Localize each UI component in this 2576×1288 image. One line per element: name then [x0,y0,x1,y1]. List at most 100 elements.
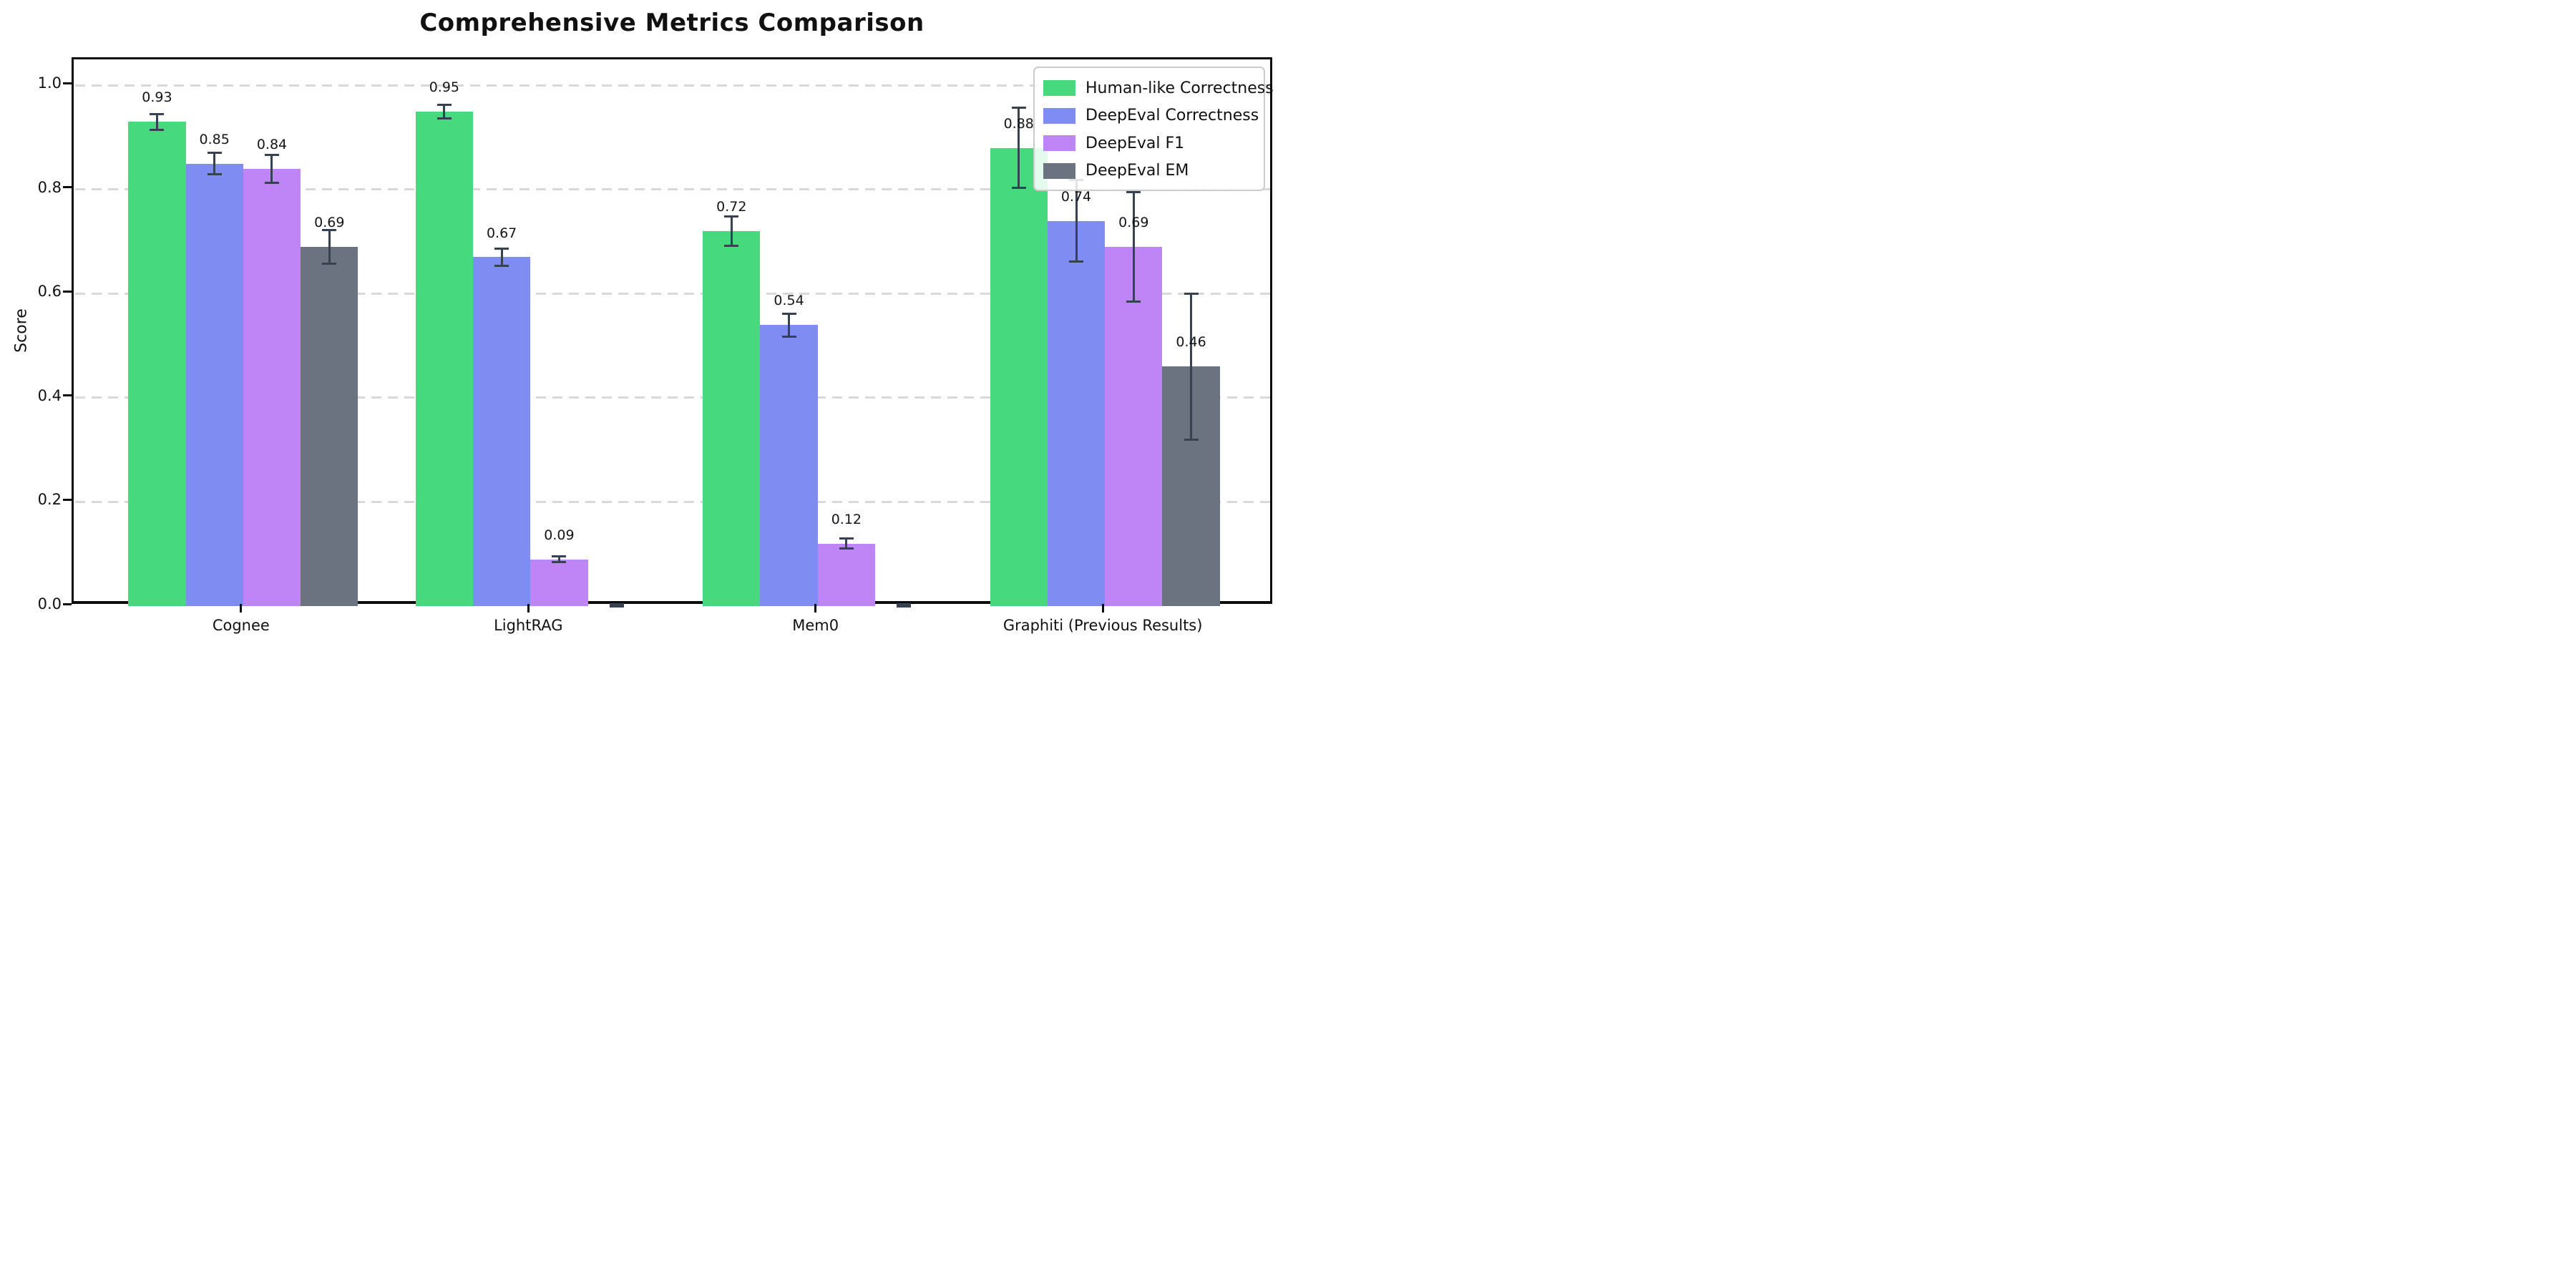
errorbar-cap-0-2-top [724,215,739,218]
errorbar-cap-0-3-top [1011,107,1026,109]
x-tick-3 [1101,604,1104,613]
y-tick-label-0.6: 0.6 [37,283,62,301]
errorbar-cap-2-3-bottom [1126,300,1141,303]
errorbar-1-3 [1075,180,1078,262]
gridline-0.6 [75,292,1270,295]
y-tick-label-0.4: 0.4 [37,386,62,404]
errorbar-cap-1-2-bottom [781,335,796,338]
legend: Human-like Correctness DeepEval Correctne… [1033,67,1274,191]
x-tick-label-3: Graphiti (Previous Results) [1002,617,1203,634]
y-tick-label-0.2: 0.2 [37,491,62,509]
errorbar-cap-1-3-bottom [1069,260,1083,263]
bar-human-like-correctness-1 [415,111,473,606]
errorbar-2-1 [557,556,560,562]
errorbar-cap-3-2-top [897,602,912,605]
bar-deepeval-correctness-0 [185,163,243,606]
errorbar-1-0 [213,152,216,175]
errorbar-cap-2-0-top [264,153,279,156]
x-tick-2 [814,604,817,613]
errorbar-cap-3-0-top [322,229,337,232]
bar-value-label-3-0: 0.69 [314,215,345,231]
errorbar-cap-0-3-bottom [1011,187,1026,190]
errorbar-cap-3-3-top [1184,292,1199,295]
errorbar-cap-2-2-bottom [839,547,854,550]
errorbar-cap-0-2-bottom [724,244,739,247]
bar-value-label-0-0: 0.93 [142,89,172,106]
gridline-1.0 [75,84,1270,87]
errorbar-cap-3-1-bottom [609,605,624,608]
bar-human-like-correctness-0 [128,122,186,606]
errorbar-cap-1-0-top [207,152,222,155]
x-tick-0 [240,604,243,613]
bar-human-like-correctness-2 [703,231,761,606]
errorbar-cap-1-1-bottom [494,264,509,267]
legend-swatch-2 [1043,135,1075,152]
errorbar-cap-2-1-bottom [552,561,567,564]
legend-row-0: Human-like Correctness [1043,74,1274,102]
y-tick-label-0.8: 0.8 [37,178,62,196]
x-tick-label-1: LightRAG [494,617,563,634]
legend-label-1: DeepEval Correctness [1085,107,1259,125]
figure: Comprehensive Metrics Comparison Score 0… [0,0,1288,644]
bar-value-label-0-1: 0.95 [429,79,459,95]
errorbar-cap-2-2-top [839,537,854,540]
errorbar-2-2 [845,538,848,549]
errorbar-0-0 [155,114,158,130]
bar-human-like-correctness-3 [990,147,1048,606]
bar-deepeval-correctness-3 [1047,220,1106,606]
errorbar-cap-0-0-bottom [150,128,165,131]
bar-deepeval-f1-2 [817,543,875,606]
y-tick-0.2 [63,498,72,501]
y-tick-label-1.0: 1.0 [37,74,62,92]
bar-deepeval-f1-1 [530,559,588,606]
errorbar-2-3 [1132,192,1135,302]
x-tick-label-2: Mem0 [792,617,839,634]
errorbar-cap-2-0-bottom [264,181,279,184]
errorbar-0-3 [1018,107,1020,188]
y-axis-label: Score [12,308,31,353]
errorbar-cap-0-1-top [436,103,452,106]
errorbar-cap-3-1-top [609,602,624,605]
legend-label-2: DeepEval F1 [1085,134,1185,152]
bar-value-label-1-1: 0.67 [486,225,517,241]
bar-deepeval-correctness-2 [760,325,818,606]
y-tick-0.4 [63,394,72,397]
errorbar-1-1 [500,248,503,266]
gridline-0.4 [75,396,1270,399]
errorbar-cap-3-0-bottom [322,262,337,265]
bar-value-label-1-0: 0.85 [199,131,230,147]
errorbar-0-1 [443,104,446,119]
errorbar-1-2 [788,313,791,337]
y-tick-1.0 [63,82,72,84]
legend-row-3: DeepEval EM [1043,157,1255,185]
legend-swatch-1 [1043,107,1075,124]
chart-title: Comprehensive Metrics Comparison [419,9,924,37]
bar-deepeval-f1-0 [243,168,301,606]
x-tick-1 [527,604,530,613]
bar-deepeval-f1-3 [1105,246,1163,606]
errorbar-cap-2-3-top [1126,191,1141,194]
errorbar-3-3 [1190,293,1193,440]
legend-label-0: Human-like Correctness [1085,79,1274,97]
legend-row-2: DeepEval F1 [1043,130,1255,157]
bar-deepeval-em-0 [301,246,358,606]
gridline-0.8 [75,188,1270,191]
gridline-0.2 [75,500,1270,503]
errorbar-cap-3-3-bottom [1184,438,1199,441]
bar-value-label-2-3: 0.69 [1118,215,1149,231]
errorbar-cap-1-0-bottom [207,172,222,175]
bar-value-label-3-3: 0.46 [1176,334,1206,351]
x-tick-label-0: Cognee [212,617,270,634]
y-tick-0.6 [63,290,72,293]
bar-value-label-1-3: 0.74 [1060,188,1092,205]
legend-row-1: DeepEval Correctness [1043,102,1259,130]
errorbar-cap-1-1-top [494,248,509,250]
legend-label-3: DeepEval EM [1085,162,1189,180]
legend-swatch-0 [1043,80,1075,97]
errorbar-cap-1-2-top [781,312,796,315]
errorbar-cap-0-0-top [150,112,165,115]
errorbar-cap-0-1-bottom [436,117,452,119]
bar-value-label-2-1: 0.09 [544,527,575,543]
bar-value-label-1-2: 0.54 [774,293,804,309]
bar-deepeval-correctness-1 [472,257,531,606]
